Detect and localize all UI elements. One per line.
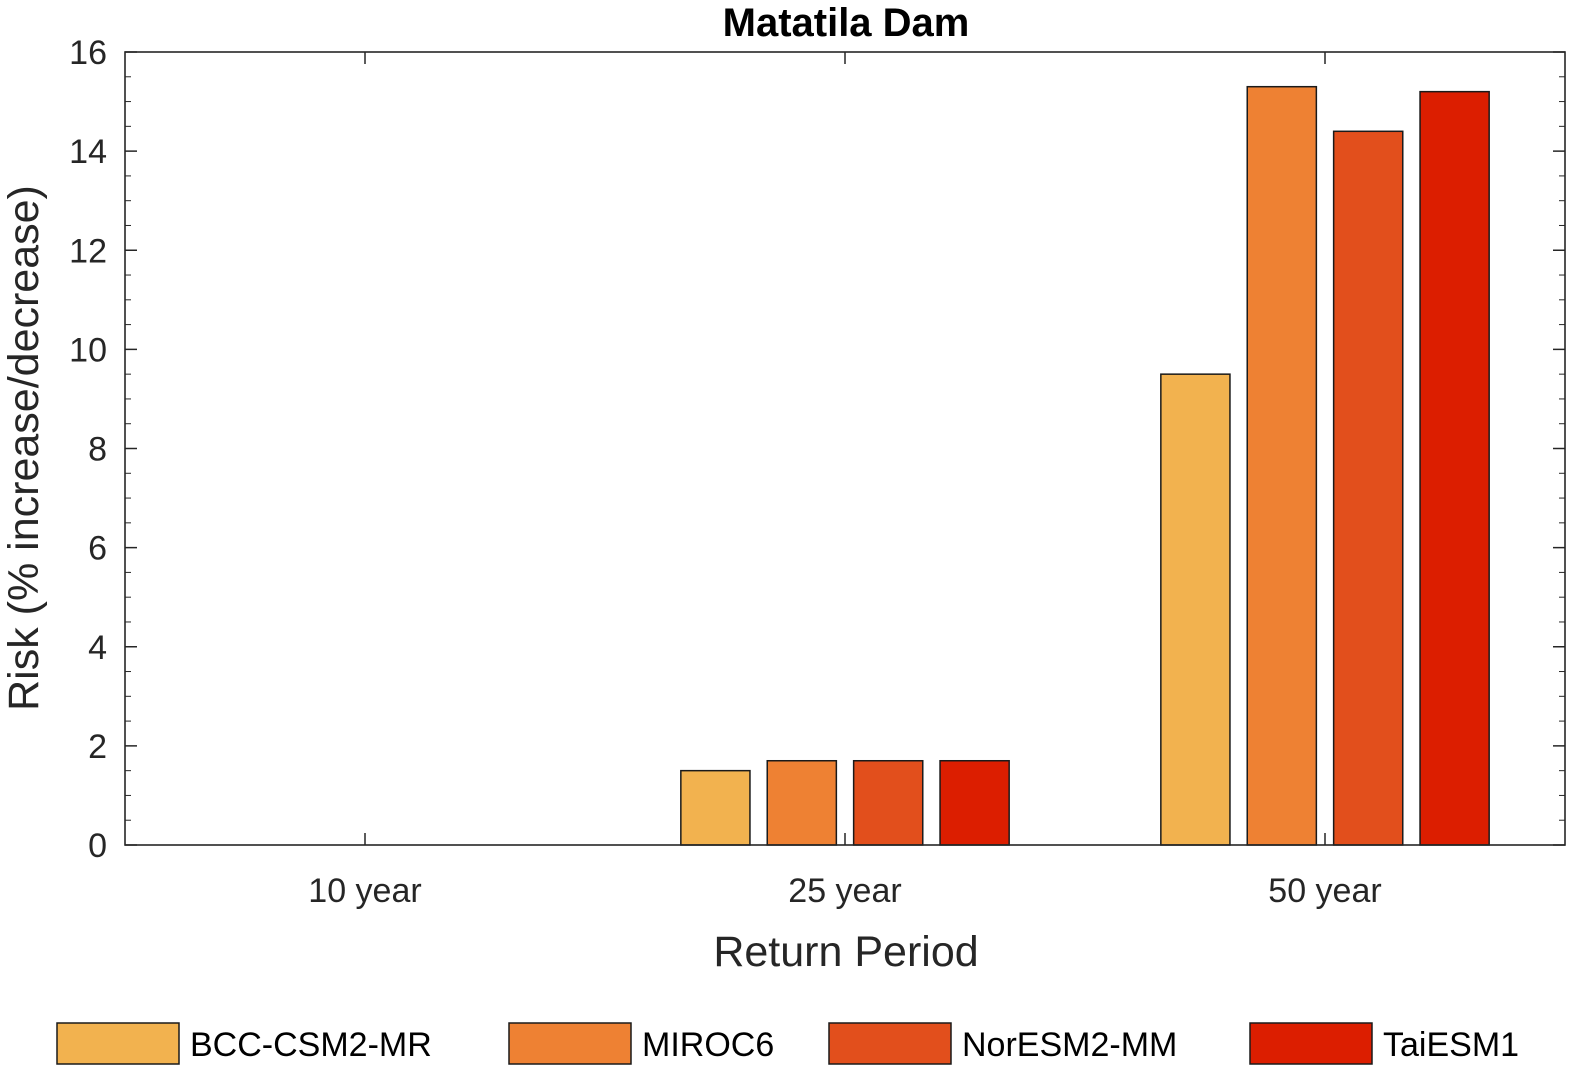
y-axis-label: Risk (% increase/decrease) xyxy=(0,185,48,711)
y-tick-label: 14 xyxy=(69,133,107,171)
legend-label-TaiESM1: TaiESM1 xyxy=(1383,1026,1519,1064)
bar-NorESM2-MM-25 year xyxy=(852,759,924,846)
legend-label-MIROC6: MIROC6 xyxy=(642,1026,774,1064)
legend-swatch-MIROC6 xyxy=(508,1022,632,1065)
y-tick-label: 0 xyxy=(88,827,107,865)
legend-swatch-TaiESM1 xyxy=(1249,1022,1373,1065)
y-tick-label: 6 xyxy=(88,530,107,568)
axes-group: 0 2 4 6 8 10 12 14 16 10 year 25 year 50 year xyxy=(69,34,1566,910)
bar-MIROC6-25 year xyxy=(766,759,838,846)
legend-label-BCC-CSM2-MR: BCC-CSM2-MR xyxy=(190,1026,432,1064)
bar-BCC-CSM2-MR-50 year xyxy=(1160,373,1231,846)
x-axis-label: Return Period xyxy=(713,928,978,976)
x-tick-label: 10 year xyxy=(308,872,421,910)
x-tick-label: 50 year xyxy=(1268,872,1381,910)
legend-swatch-NorESM2-MM xyxy=(828,1022,952,1065)
y-tick-label: 2 xyxy=(88,728,107,766)
bar-BCC-CSM2-MR-25 year xyxy=(680,769,751,846)
bar-TaiESM1-50 year xyxy=(1419,90,1490,846)
bars-group xyxy=(680,85,1490,846)
y-tick-label: 16 xyxy=(69,34,107,72)
bar-MIROC6-50 year xyxy=(1246,85,1318,846)
bar-TaiESM1-25 year xyxy=(939,759,1010,846)
legend-swatch-BCC-CSM2-MR xyxy=(56,1022,180,1065)
y-tick-label: 12 xyxy=(69,232,107,270)
legend-label-NorESM2-MM: NorESM2-MM xyxy=(962,1026,1177,1064)
x-tick-label: 25 year xyxy=(788,872,901,910)
chart-title: Matatila Dam xyxy=(723,1,970,45)
bar-NorESM2-MM-50 year xyxy=(1332,130,1404,846)
y-tick-label: 8 xyxy=(88,431,107,469)
y-tick-label: 4 xyxy=(88,629,107,667)
legend: BCC-CSM2-MR MIROC6 NorESM2-MM TaiESM1 xyxy=(56,1022,1519,1065)
y-tick-label: 10 xyxy=(69,331,107,369)
